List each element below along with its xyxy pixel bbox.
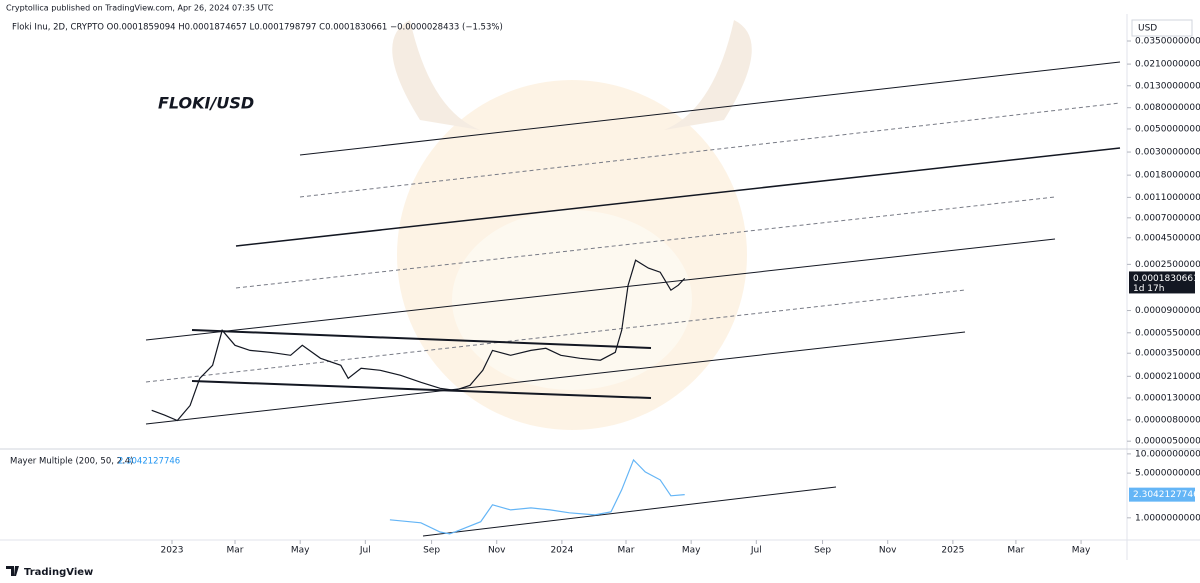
chart-title: FLOKI/USD: [158, 94, 254, 113]
y-tick-label: 0.0000550000: [1135, 328, 1200, 338]
currency-button[interactable]: [1131, 19, 1193, 37]
y-tick-label: 0.0000080000: [1135, 415, 1200, 425]
y-tick-label: 0.0000210000: [1135, 372, 1200, 382]
x-tick-label: Jul: [359, 546, 371, 556]
x-tick-label: Mar: [1007, 546, 1024, 556]
y-tick-label: 0.0080000000: [1135, 103, 1200, 113]
y-tick-label: 0.0011000000: [1135, 193, 1200, 203]
y-tick-label: 5.0000000000: [1135, 469, 1200, 479]
x-tick-label: May: [291, 546, 310, 556]
x-tick-label: 2024: [550, 546, 573, 556]
x-tick-label: 2023: [161, 546, 184, 556]
publish-header: Cryptollica published on TradingView.com…: [6, 4, 274, 13]
x-tick-label: May: [1072, 546, 1091, 556]
indicator-title: Mayer Multiple (200, 50, 2.4): [10, 457, 133, 467]
x-tick-label: Nov: [879, 546, 897, 556]
watermark-logo: [392, 20, 752, 430]
symbol-info: Floki Inu, 2D, CRYPTO O0.0001859094 H0.0…: [12, 23, 503, 33]
y-tick-label: 0.0000350000: [1135, 349, 1200, 359]
price-line: [151, 259, 686, 422]
last-value-box: [1129, 271, 1195, 294]
x-tick-label: Nov: [488, 546, 506, 556]
x-tick-label: Jul: [750, 546, 762, 556]
y-tick-label: 0.0002500000: [1135, 260, 1200, 270]
x-tick-label: 2025: [941, 546, 964, 556]
indicator-value: 2.3042127746: [118, 457, 180, 467]
y-tick-label: 0.0018000000: [1135, 171, 1200, 181]
y-tick-label: 0.0004500000: [1135, 233, 1200, 243]
last-value-label: 2.3042127746: [1133, 490, 1199, 500]
y-tick-label: 0.0210000000: [1135, 60, 1200, 70]
price-line: [389, 458, 685, 535]
y-tick-label: 0.0130000000: [1135, 81, 1200, 91]
x-tick-label: Mar: [618, 546, 635, 556]
y-tick-label: 0.0000130000: [1135, 393, 1200, 403]
y-tick-label: 0.0000050000: [1135, 437, 1200, 447]
trendlines: [145, 61, 1121, 537]
y-tick-label: 0.0007000000: [1135, 213, 1200, 223]
last-value-box: [1129, 487, 1195, 502]
countdown-label: 1d 17h: [1133, 284, 1164, 294]
y-tick-label: 0.0350000000: [1135, 37, 1200, 47]
y-tick-label: 10.0000000000: [1135, 449, 1200, 459]
last-value-label: 0.0001830661: [1133, 274, 1199, 284]
y-tick-label: 0.0000900000: [1135, 306, 1200, 316]
x-tick-label: Sep: [814, 546, 831, 556]
y-tick-label: 1.0000000000: [1135, 513, 1200, 523]
x-tick-label: Mar: [227, 546, 244, 556]
brand-icon: [6, 566, 19, 576]
x-tick-label: May: [682, 546, 701, 556]
x-tick-label: Sep: [423, 546, 440, 556]
currency-label[interactable]: USD: [1138, 24, 1157, 34]
tradingview-brand: TradingView: [24, 567, 93, 578]
y-tick-label: 0.0030000000: [1135, 148, 1200, 158]
y-tick-label: 0.0050000000: [1135, 124, 1200, 134]
